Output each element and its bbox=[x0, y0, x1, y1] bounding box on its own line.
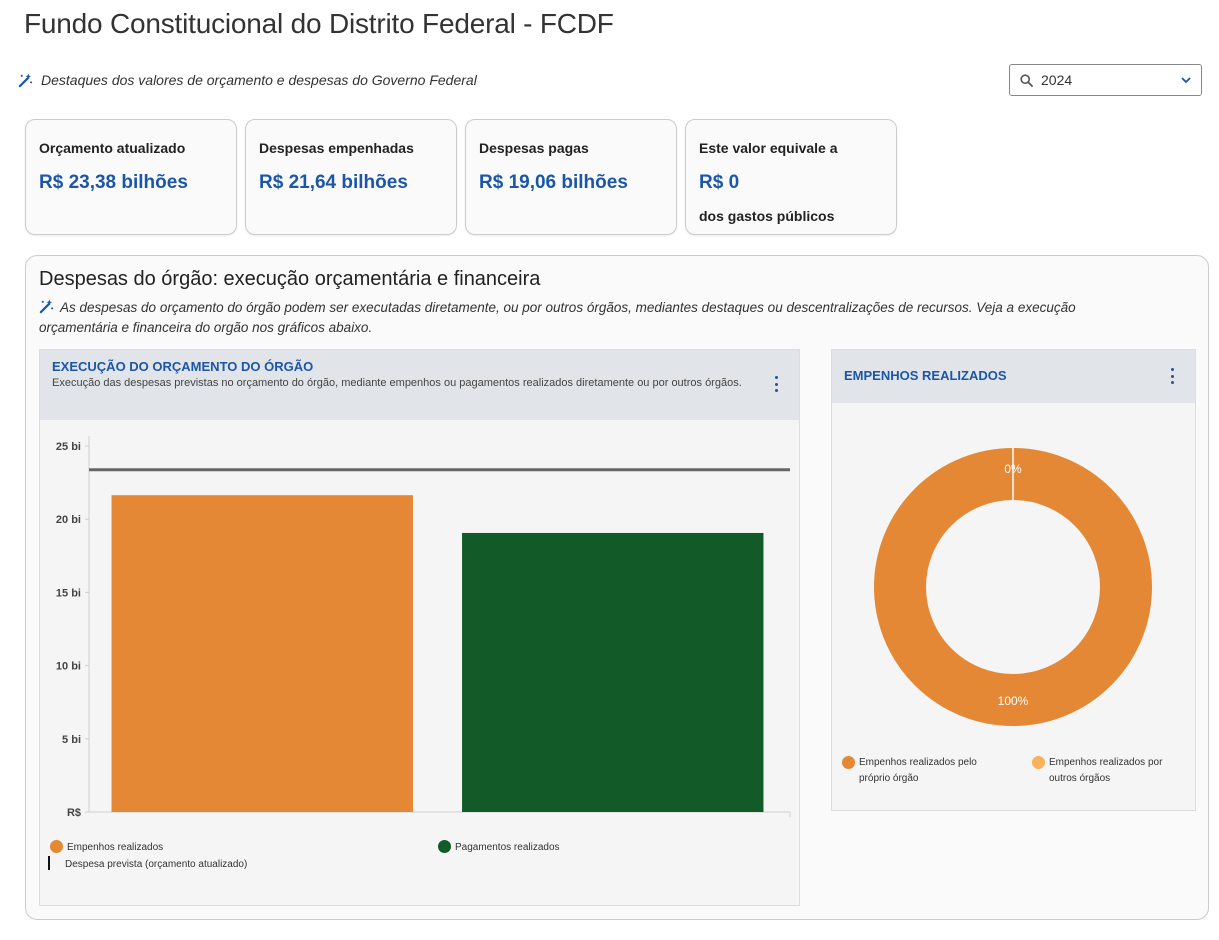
subtitle-text: Destaques dos valores de orçamento e des… bbox=[41, 72, 477, 88]
page-subtitle: Destaques dos valores de orçamento e des… bbox=[18, 72, 477, 88]
card-label: Despesas pagas bbox=[479, 140, 589, 156]
magic-wand-icon bbox=[39, 299, 54, 314]
commitments-panel: EMPENHOS REALIZADOS 100% 0% Empenhos real… bbox=[831, 349, 1196, 811]
chart-title: EXECUÇÃO DO ORÇAMENTO DO ÓRGÃO bbox=[52, 359, 314, 374]
y-tick-label: 20 bi bbox=[56, 514, 81, 526]
legend-label: Empenhos realizados pelo próprio órgão bbox=[859, 757, 977, 784]
chevron-down-icon bbox=[1181, 76, 1191, 83]
card-value: R$ 19,06 bilhões bbox=[479, 172, 628, 193]
chart-title: EMPENHOS REALIZADOS bbox=[844, 368, 1007, 383]
y-tick-label: 15 bi bbox=[56, 587, 81, 599]
legend-item-outros-orgaos[interactable]: Empenhos realizados por outros órgãos bbox=[1032, 755, 1182, 787]
bar-pagamentos bbox=[462, 532, 764, 812]
card-orcamento-atualizado: Orçamento atualizado R$ 23,38 bilhões bbox=[25, 119, 237, 235]
donut-label-outros-orgaos: 0% bbox=[1004, 462, 1022, 476]
y-tick-label: 5 bi bbox=[62, 734, 81, 746]
section-description-text: As despesas do orçamento do órgão podem … bbox=[39, 300, 1076, 335]
section-title: Despesas do órgão: execução orçamentária… bbox=[39, 268, 541, 290]
execution-section: Despesas do órgão: execução orçamentária… bbox=[25, 255, 1209, 920]
legend-swatch bbox=[50, 840, 63, 853]
bar-empenhos bbox=[111, 495, 413, 812]
legend-swatch bbox=[1032, 756, 1045, 769]
y-tick-label: 25 bi bbox=[56, 441, 81, 453]
legend-swatch bbox=[438, 840, 451, 853]
legend-label: Despesa prevista (orçamento atualizado) bbox=[65, 859, 248, 870]
panel-header: EXECUÇÃO DO ORÇAMENTO DO ÓRGÃO Execução … bbox=[40, 350, 799, 420]
legend-label: Empenhos realizados por outros órgãos bbox=[1049, 757, 1163, 784]
card-note: dos gastos públicos bbox=[699, 208, 835, 224]
year-select-value: 2024 bbox=[1041, 72, 1073, 88]
card-despesas-empenhadas: Despesas empenhadas R$ 21,64 bilhões bbox=[245, 119, 457, 235]
card-value: R$ 0 bbox=[699, 172, 740, 193]
section-description: As despesas do orçamento do órgão podem … bbox=[39, 298, 1139, 338]
page-title: Fundo Constitucional do Distrito Federal… bbox=[24, 8, 614, 39]
budget-execution-panel: EXECUÇÃO DO ORÇAMENTO DO ÓRGÃO Execução … bbox=[39, 349, 800, 906]
more-options-icon[interactable] bbox=[771, 376, 781, 392]
legend-label: Empenhos realizados bbox=[67, 842, 164, 853]
y-tick-label: R$ bbox=[67, 807, 81, 819]
card-value: R$ 21,64 bilhões bbox=[259, 172, 408, 193]
year-select[interactable]: 2024 bbox=[1009, 64, 1202, 96]
summary-cards: Orçamento atualizado R$ 23,38 bilhões De… bbox=[25, 119, 897, 235]
chart-subtitle: Execução das despesas previstas no orçam… bbox=[52, 377, 742, 389]
legend-swatch bbox=[48, 856, 50, 870]
donut-slice-proprio-orgao bbox=[874, 448, 1152, 726]
panel-header: EMPENHOS REALIZADOS bbox=[832, 350, 1195, 403]
legend-item-proprio-orgao[interactable]: Empenhos realizados pelo próprio órgão bbox=[842, 755, 992, 787]
legend-item-pagamentos[interactable]: Pagamentos realizados bbox=[438, 840, 560, 853]
y-tick-label: 10 bi bbox=[56, 661, 81, 673]
bar-chart: R$ 5 bi 10 bi 15 bi 20 bi 25 bi bbox=[56, 436, 791, 819]
card-label: Este valor equivale a bbox=[699, 140, 838, 156]
donut-chart: 100% 0% bbox=[874, 448, 1152, 726]
search-icon bbox=[1020, 73, 1033, 87]
legend-swatch bbox=[842, 756, 855, 769]
legend-item-empenhos[interactable]: Empenhos realizados bbox=[50, 840, 163, 853]
card-value: R$ 23,38 bilhões bbox=[39, 172, 188, 193]
legend-item-despesa-prevista[interactable]: Despesa prevista (orçamento atualizado) bbox=[48, 856, 247, 870]
card-despesas-pagas: Despesas pagas R$ 19,06 bilhões bbox=[465, 119, 677, 235]
card-label: Despesas empenhadas bbox=[259, 140, 414, 156]
legend-label: Pagamentos realizados bbox=[455, 842, 560, 853]
magic-wand-icon bbox=[18, 72, 33, 87]
more-options-icon[interactable] bbox=[1167, 368, 1177, 384]
donut-label-proprio-orgao: 100% bbox=[998, 694, 1029, 708]
card-valor-equivalente: Este valor equivale a R$ 0 dos gastos pú… bbox=[685, 119, 897, 235]
card-label: Orçamento atualizado bbox=[39, 140, 186, 156]
